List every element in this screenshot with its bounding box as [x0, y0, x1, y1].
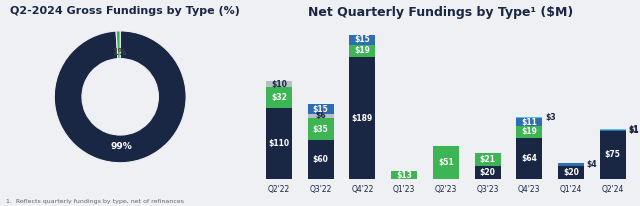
Text: $6: $6: [316, 111, 326, 120]
Text: $19: $19: [522, 127, 537, 136]
Text: $1: $1: [628, 126, 639, 135]
Text: $10: $10: [271, 80, 287, 89]
Text: $51: $51: [438, 158, 454, 167]
Text: Q2-2024 Gross Fundings by Type (%): Q2-2024 Gross Fundings by Type (%): [10, 6, 239, 16]
Bar: [308, 140, 333, 179]
Text: $189: $189: [352, 114, 373, 123]
Text: $4: $4: [587, 160, 598, 169]
Text: $75: $75: [605, 151, 621, 159]
Text: $20: $20: [479, 168, 495, 177]
Bar: [349, 57, 375, 179]
Bar: [600, 129, 626, 130]
Bar: [266, 88, 292, 108]
Text: $21: $21: [479, 155, 495, 164]
Text: $110: $110: [268, 139, 289, 148]
Text: $1: $1: [628, 125, 639, 134]
Text: $13: $13: [396, 171, 412, 179]
Bar: [516, 126, 542, 138]
Bar: [600, 130, 626, 131]
Text: Net Quarterly Fundings by Type¹ ($M): Net Quarterly Fundings by Type¹ ($M): [308, 6, 573, 19]
Text: 1.  Reflects quarterly fundings by type, net of refinances: 1. Reflects quarterly fundings by type, …: [6, 199, 184, 204]
Bar: [391, 171, 417, 179]
Text: $11: $11: [522, 118, 537, 126]
Bar: [516, 118, 542, 126]
Bar: [266, 108, 292, 179]
Text: $3: $3: [545, 113, 556, 122]
Text: $15: $15: [355, 35, 371, 44]
Bar: [600, 131, 626, 179]
Bar: [433, 146, 459, 179]
Bar: [308, 114, 333, 118]
Bar: [516, 138, 542, 179]
Text: $20: $20: [563, 168, 579, 177]
Bar: [516, 117, 542, 118]
Text: $64: $64: [522, 154, 537, 163]
Bar: [475, 153, 500, 166]
Bar: [266, 81, 292, 88]
Text: 1%: 1%: [111, 48, 126, 56]
Text: $60: $60: [313, 155, 328, 164]
Bar: [349, 35, 375, 45]
Bar: [308, 104, 333, 114]
Text: $15: $15: [313, 105, 328, 114]
Wedge shape: [54, 31, 186, 163]
Wedge shape: [116, 31, 120, 59]
Bar: [349, 45, 375, 57]
Bar: [558, 163, 584, 166]
Bar: [308, 118, 333, 140]
Text: 99%: 99%: [111, 142, 132, 151]
Text: $35: $35: [313, 125, 328, 134]
Bar: [475, 166, 500, 179]
Text: $32: $32: [271, 93, 287, 102]
Text: $19: $19: [355, 46, 371, 55]
Bar: [558, 166, 584, 179]
